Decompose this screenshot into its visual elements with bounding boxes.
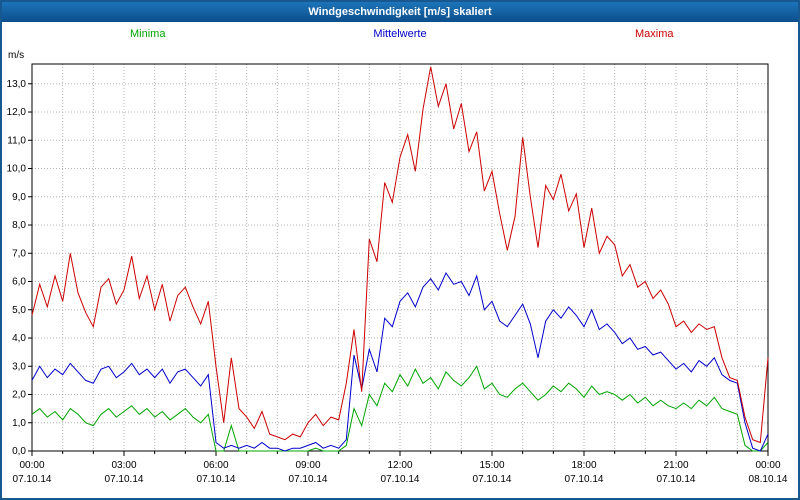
x-tick-time-label: 21:00 [663, 460, 688, 471]
y-tick-label: 1,0 [12, 418, 26, 429]
x-tick-time-label: 15:00 [479, 460, 504, 471]
y-tick-label: 13,0 [7, 79, 27, 90]
y-axis-unit-label: m/s [8, 50, 24, 61]
y-tick-label: 9,0 [12, 192, 26, 203]
y-tick-label: 8,0 [12, 220, 26, 231]
x-tick-date-label: 07.10.14 [473, 474, 512, 485]
chart-legend: Minima Mittelwerte Maxima [2, 22, 798, 46]
x-tick-time-label: 09:00 [295, 460, 320, 471]
y-tick-label: 10,0 [7, 164, 27, 175]
legend-item-minima: Minima [130, 28, 166, 40]
x-tick-date-label: 07.10.14 [565, 474, 604, 485]
x-tick-time-label: 18:00 [571, 460, 596, 471]
y-tick-label: 5,0 [12, 305, 26, 316]
y-tick-label: 4,0 [12, 333, 26, 344]
y-tick-label: 11,0 [7, 135, 26, 146]
y-tick-label: 2,0 [12, 390, 26, 401]
x-tick-time-label: 00:00 [755, 460, 780, 471]
series-line-maxima [31, 66, 769, 444]
series-line-minima [31, 365, 769, 452]
x-tick-date-label: 07.10.14 [105, 474, 144, 485]
y-tick-label: 12,0 [7, 107, 27, 118]
x-tick-time-label: 03:00 [111, 460, 136, 471]
plot-border [31, 63, 769, 452]
x-tick-date-label: 07.10.14 [657, 474, 696, 485]
x-tick-time-label: 12:00 [387, 460, 412, 471]
x-tick-date-label: 08.10.14 [749, 474, 788, 485]
x-tick-date-label: 07.10.14 [289, 474, 328, 485]
x-tick-date-label: 07.10.14 [197, 474, 236, 485]
x-tick-date-label: 07.10.14 [381, 474, 420, 485]
x-tick-date-label: 07.10.14 [13, 474, 52, 485]
y-tick-label: 7,0 [12, 248, 26, 259]
window-title: Windgeschwindigkeit [m/s] skaliert [2, 2, 798, 22]
x-tick-time-label: 06:00 [203, 460, 228, 471]
legend-item-mittelwerte: Mittelwerte [373, 28, 427, 40]
x-tick-time-label: 00:00 [19, 460, 44, 471]
legend-item-maxima: Maxima [635, 28, 674, 40]
y-tick-label: 6,0 [12, 277, 26, 288]
y-tick-label: 0,0 [12, 446, 26, 457]
y-tick-label: 3,0 [12, 361, 26, 372]
wind-speed-chart: 0,0 1,0 2,0 3,0 4,0 5,0 6,0 7,0 8,0 9,0 10,0 11,0 12… [7, 50, 788, 485]
series-line-mittelwerte [31, 271, 769, 452]
